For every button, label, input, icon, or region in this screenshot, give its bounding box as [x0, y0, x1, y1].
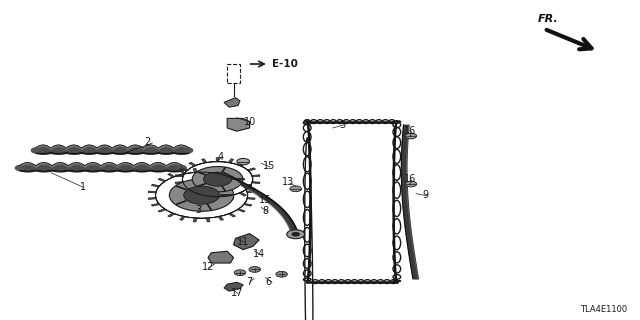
- Circle shape: [292, 232, 300, 236]
- Polygon shape: [241, 201, 252, 207]
- Text: 16: 16: [403, 126, 416, 136]
- Polygon shape: [202, 218, 214, 222]
- Polygon shape: [168, 212, 179, 217]
- Polygon shape: [180, 168, 191, 173]
- Polygon shape: [200, 159, 211, 164]
- Circle shape: [276, 271, 287, 277]
- Polygon shape: [236, 162, 246, 168]
- Bar: [227, 64, 240, 83]
- Polygon shape: [189, 162, 200, 168]
- Polygon shape: [189, 218, 202, 222]
- Text: 4: 4: [218, 152, 224, 162]
- Text: 6: 6: [266, 276, 272, 287]
- Text: FR.: FR.: [538, 14, 558, 24]
- Text: 2: 2: [144, 137, 150, 148]
- Polygon shape: [241, 184, 252, 189]
- Polygon shape: [200, 195, 211, 200]
- Polygon shape: [246, 189, 255, 195]
- Polygon shape: [211, 196, 224, 201]
- Polygon shape: [148, 195, 157, 201]
- Circle shape: [204, 172, 232, 186]
- Text: 15: 15: [262, 161, 275, 172]
- Text: 3: 3: [195, 204, 202, 215]
- Polygon shape: [234, 207, 245, 212]
- Text: 12: 12: [202, 262, 214, 272]
- Polygon shape: [224, 98, 240, 107]
- Polygon shape: [225, 212, 236, 217]
- Text: 15: 15: [259, 195, 272, 205]
- Polygon shape: [158, 178, 169, 184]
- Polygon shape: [152, 201, 162, 207]
- Text: 5: 5: [339, 120, 346, 130]
- Text: E-10: E-10: [272, 59, 298, 69]
- Polygon shape: [175, 179, 184, 185]
- Polygon shape: [148, 189, 157, 195]
- Polygon shape: [224, 195, 236, 200]
- Polygon shape: [234, 234, 259, 250]
- Polygon shape: [214, 215, 225, 220]
- Polygon shape: [244, 168, 255, 173]
- Polygon shape: [202, 168, 214, 173]
- Polygon shape: [251, 179, 260, 185]
- Ellipse shape: [15, 166, 23, 170]
- Polygon shape: [189, 190, 200, 196]
- Polygon shape: [244, 185, 255, 191]
- Polygon shape: [251, 173, 260, 179]
- Polygon shape: [224, 282, 243, 291]
- Polygon shape: [236, 190, 246, 196]
- Polygon shape: [175, 173, 184, 179]
- Polygon shape: [225, 173, 236, 179]
- Polygon shape: [246, 195, 255, 201]
- Polygon shape: [234, 178, 245, 184]
- Text: 14: 14: [253, 249, 266, 260]
- Text: 17: 17: [230, 288, 243, 298]
- Circle shape: [405, 133, 417, 139]
- Circle shape: [184, 186, 220, 204]
- Text: TLA4E1100: TLA4E1100: [580, 305, 627, 314]
- Ellipse shape: [179, 166, 186, 170]
- Text: 7: 7: [246, 276, 253, 287]
- Text: 8: 8: [262, 206, 269, 216]
- Polygon shape: [227, 118, 250, 131]
- Polygon shape: [214, 170, 225, 175]
- Circle shape: [290, 186, 301, 192]
- Circle shape: [192, 166, 243, 192]
- Text: 10: 10: [243, 116, 256, 127]
- Ellipse shape: [31, 148, 39, 153]
- Polygon shape: [179, 215, 189, 220]
- Ellipse shape: [185, 148, 193, 153]
- Polygon shape: [158, 207, 169, 212]
- Polygon shape: [152, 184, 162, 189]
- Polygon shape: [211, 158, 224, 162]
- Polygon shape: [168, 173, 179, 179]
- Text: 9: 9: [422, 190, 429, 200]
- Circle shape: [249, 267, 260, 272]
- Circle shape: [287, 230, 305, 239]
- Text: 13: 13: [282, 177, 294, 188]
- Circle shape: [234, 270, 246, 276]
- Polygon shape: [180, 185, 191, 191]
- Text: 1: 1: [80, 182, 86, 192]
- Polygon shape: [179, 170, 189, 175]
- Polygon shape: [208, 251, 234, 263]
- Circle shape: [405, 181, 417, 187]
- Polygon shape: [224, 159, 236, 164]
- Circle shape: [170, 179, 234, 211]
- Circle shape: [237, 158, 250, 165]
- Text: 11: 11: [237, 236, 250, 247]
- Text: 16: 16: [403, 174, 416, 184]
- Polygon shape: [189, 168, 202, 173]
